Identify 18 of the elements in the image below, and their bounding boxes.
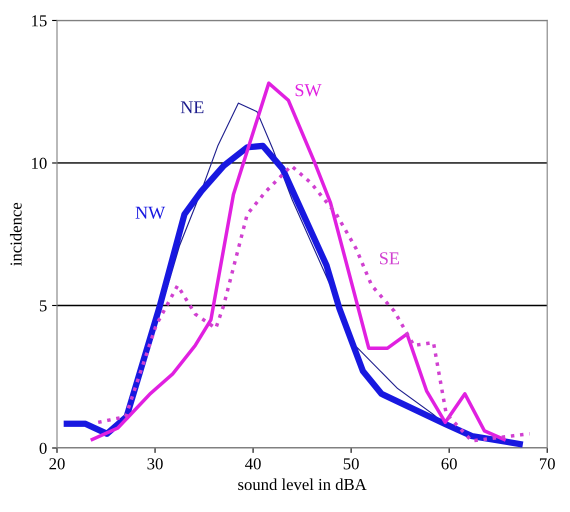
y-tick-label: 0 [40, 442, 47, 454]
y-tick-label: 10 [32, 158, 47, 169]
x-tick-label: 20 [49, 458, 65, 470]
line-series [96, 164, 532, 443]
series-label: SW [296, 84, 322, 96]
y-axis-title: incidence [10, 202, 22, 266]
x-tick-label: 30 [148, 458, 163, 470]
y-tick-label: 15 [32, 15, 47, 26]
series-label: NE [180, 101, 204, 114]
x-tick-label: 40 [245, 458, 261, 470]
series-label: NW [136, 206, 166, 219]
y-tick-label: 5 [40, 300, 47, 312]
series-label: SE [380, 252, 399, 264]
line-series [90, 81, 506, 442]
x-tick-label: 60 [442, 458, 457, 470]
x-axis-title: sound level in dBA [238, 478, 367, 490]
x-tick-label: 50 [344, 458, 359, 470]
x-tick-label: 70 [540, 458, 555, 470]
